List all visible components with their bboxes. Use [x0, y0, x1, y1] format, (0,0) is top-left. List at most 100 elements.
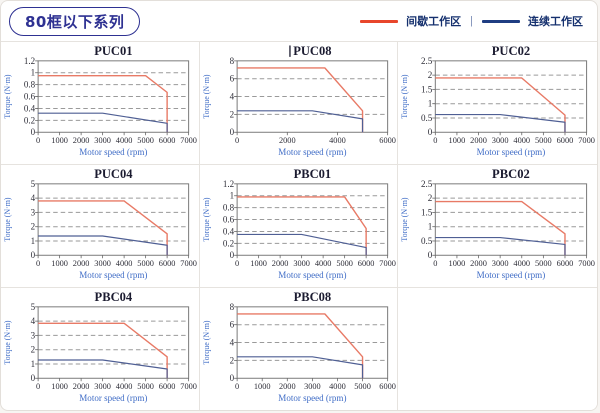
y-tick-label: 2 — [31, 345, 36, 355]
chart-title: PBC02 — [492, 167, 530, 181]
chart-title: PBC08 — [293, 290, 331, 304]
x-tick-label: 5000 — [535, 259, 552, 268]
x-tick-label: 4000 — [116, 259, 133, 268]
series-line-continuous — [38, 359, 168, 379]
y-axis-label: Torque (N·m) — [400, 197, 409, 241]
plot-border — [37, 183, 190, 256]
y-tick-label: 0.2 — [24, 115, 35, 125]
x-tick-label: 5000 — [137, 136, 154, 145]
x-tick-label: 2000 — [470, 259, 487, 268]
x-tick-label: 7000 — [379, 259, 396, 268]
x-tick-label: 3000 — [304, 382, 321, 391]
chart-PUC08: PUC08 0 2 4 6 8 0 2000 4000 6000 Motor speed (rpm)… — [202, 44, 396, 157]
chart-PUC01: PUC01 0 0.2 0.40.6 0.8 1 1.2 0 1000 2000 3000 4000 5… — [3, 44, 197, 157]
y-tick-label: 0.8 — [24, 80, 36, 90]
legend-label-intermittent: 间歇工作区 — [406, 15, 462, 28]
x-tick-label: 4000 — [314, 259, 331, 268]
x-tick-label: 3000 — [94, 259, 111, 268]
x-tick-label: 2000 — [271, 259, 288, 268]
chart-title: PUC02 — [492, 44, 531, 58]
y-tick-label: 1.5 — [421, 84, 433, 94]
x-tick-label: 2000 — [470, 136, 487, 145]
x-tick-label: 1000 — [250, 259, 267, 268]
y-tick-label: 2.5 — [421, 56, 433, 66]
x-tick-label: 1000 — [449, 259, 466, 268]
chart-PUC02: PUC02 0 0.5 1 1.5 2 2.5 0 1000 2000 3000 4000 5000 60… — [400, 44, 595, 157]
x-tick-label: 3000 — [94, 136, 111, 145]
y-tick-label: 1 — [31, 236, 36, 246]
chart-cell-PBC01: PBC01 0 0.2 0.4 0.6 0.8 1 1.2 0 1000 2000 3000 4000 5… — [199, 164, 399, 287]
y-tick-label: 1.5 — [421, 207, 433, 217]
y-tick-label: 4 — [229, 92, 234, 102]
y-tick-label: 0 — [428, 250, 433, 260]
y-axis-label: Torque (N·m) — [202, 320, 211, 364]
y-tick-label: 5 — [31, 302, 36, 312]
x-tick-label: 5000 — [137, 259, 154, 268]
series-line-intermittent — [38, 322, 168, 379]
chart-title: PUC04 — [94, 167, 132, 181]
x-tick-label: 0 — [235, 382, 239, 391]
y-tick-label: 2.5 — [421, 179, 433, 189]
y-axis-label: Torque (N·m) — [202, 74, 211, 118]
plot-border — [37, 306, 190, 379]
y-tick-label: 3 — [31, 207, 36, 217]
chart-cell-PBC02: PBC02 0 0.5 1 1.5 2 2.5 0 1000 2000 3000 4000 5000 60… — [398, 164, 597, 287]
chart-cell-PBC08: PBC08 0 2 4 6 8 0 1000 2000 3000 4000 5000 6000 Motor… — [199, 287, 399, 410]
x-axis-label: Motor speed (rpm) — [278, 270, 346, 280]
x-tick-label: 5000 — [354, 382, 371, 391]
y-tick-label: 0 — [229, 373, 234, 383]
x-tick-label: 6000 — [379, 382, 396, 391]
series-line-intermittent — [236, 313, 363, 379]
x-tick-label: 4000 — [329, 382, 346, 391]
y-tick-label: 0.5 — [421, 236, 433, 246]
x-tick-label: 1000 — [51, 136, 68, 145]
series-line-continuous — [435, 236, 566, 256]
y-tick-label: 0.6 — [24, 92, 36, 102]
y-tick-label: 2 — [31, 222, 36, 232]
x-tick-label: 2000 — [73, 136, 90, 145]
x-tick-label: 3000 — [492, 259, 509, 268]
y-axis-label: Torque (N·m) — [202, 197, 211, 241]
y-axis-label: Torque (N·m) — [3, 197, 12, 241]
y-tick-label: 1 — [428, 99, 433, 109]
chart-cell-PUC08: PUC08 0 2 4 6 8 0 2000 4000 6000 Motor speed (rpm)… — [199, 41, 399, 164]
x-tick-label: 2000 — [73, 382, 90, 391]
chart-cell-PUC01: PUC01 0 0.2 0.4 0.6 0.8 1 1.2 0 1000 2000 3000 4000 5… — [1, 41, 200, 164]
y-tick-label: 2 — [229, 355, 234, 365]
x-tick-label: 7000 — [579, 259, 596, 268]
y-tick-label: 4 — [31, 193, 36, 203]
y-tick-label: 8 — [229, 302, 234, 312]
x-tick-label: 1000 — [51, 259, 68, 268]
y-tick-label: 1 — [31, 359, 36, 369]
x-tick-label: 5000 — [336, 259, 353, 268]
x-tick-label: 6000 — [557, 259, 574, 268]
y-tick-label: 4 — [31, 316, 36, 326]
y-tick-label: 2 — [428, 193, 433, 203]
x-tick-label: 0 — [235, 136, 239, 145]
x-axis-label: Motor speed (rpm) — [79, 270, 147, 280]
legend-separator: | — [470, 15, 473, 27]
legend-line-continuous-icon — [482, 19, 520, 23]
x-tick-label: 5000 — [535, 136, 552, 145]
x-tick-label: 1000 — [449, 136, 466, 145]
charts-grid: PUC01 0 0.2 0.4 0.6 0.8 1 1.2 0 1000 2000 3000 4000 5… — [1, 41, 597, 410]
chart-cell-PBC04: PBC04 0 1 2 3 4 5 0 1000 2000 3000 4000 5000 6000 7000… — [1, 287, 200, 410]
plot-border — [435, 183, 588, 256]
x-tick-label: 0 — [36, 136, 40, 145]
y-tick-label: 0 — [31, 127, 36, 137]
y-axis-label: Torque (N·m) — [400, 74, 409, 118]
x-tick-label: 2000 — [279, 136, 296, 145]
x-tick-label: 1000 — [254, 382, 271, 391]
y-tick-label: 0.2 — [222, 238, 233, 248]
series-line-continuous — [236, 110, 363, 133]
y-tick-label: 3 — [31, 330, 36, 340]
x-tick-label: 0 — [36, 382, 40, 391]
y-tick-label: 0 — [428, 127, 433, 137]
chart-PBC02: PBC02 0 0.5 1 1.5 2 2.5 0 1000 2000 3000 4000 5000 60… — [400, 167, 596, 280]
x-tick-label: 4000 — [514, 259, 531, 268]
series-line-intermittent — [38, 200, 168, 256]
series-line-intermittent — [435, 77, 567, 133]
y-tick-label: 8 — [229, 56, 234, 66]
x-tick-label: 2000 — [279, 382, 296, 391]
x-tick-label: 1000 — [51, 382, 68, 391]
